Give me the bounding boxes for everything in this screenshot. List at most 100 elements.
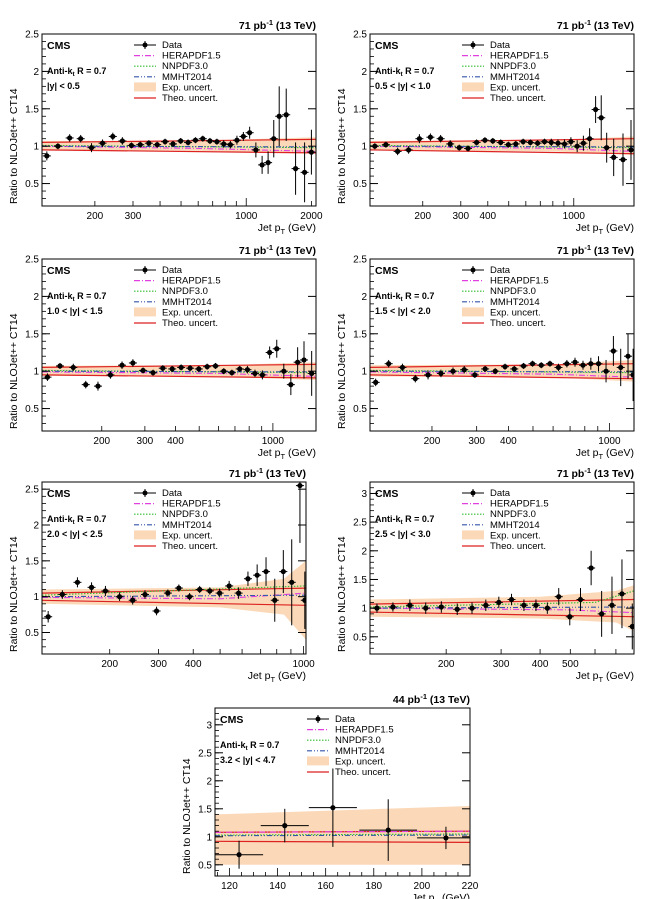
data-marker bbox=[55, 143, 61, 149]
data-point bbox=[426, 133, 435, 141]
data-marker bbox=[240, 133, 246, 140]
data-point bbox=[115, 592, 124, 601]
data-marker bbox=[119, 138, 125, 144]
data-point bbox=[501, 363, 510, 370]
data-marker bbox=[227, 142, 233, 148]
data-marker bbox=[625, 353, 631, 359]
data-point bbox=[152, 606, 161, 616]
data-point bbox=[528, 360, 537, 367]
data-point bbox=[118, 137, 127, 145]
data-marker bbox=[574, 143, 580, 149]
data-marker bbox=[386, 361, 392, 367]
legend-entry: NNPDF3.0 bbox=[462, 286, 536, 297]
data-point bbox=[300, 142, 309, 203]
y-tick-label: 1 bbox=[33, 592, 39, 603]
data-point bbox=[98, 139, 107, 147]
data-marker bbox=[405, 147, 412, 153]
data-point bbox=[594, 356, 603, 372]
x-tick-label: 300 bbox=[137, 436, 154, 447]
x-tick-label: 1000 bbox=[235, 211, 258, 222]
data-marker bbox=[498, 139, 504, 146]
y-axis-title: Ratio to NLOJet++ CT14 bbox=[336, 536, 348, 652]
curve-herapdf15 bbox=[370, 607, 634, 614]
curve-mmht2014 bbox=[370, 145, 634, 148]
data-point bbox=[101, 585, 110, 596]
data-marker bbox=[619, 591, 625, 597]
y-tick-label: 1 bbox=[33, 367, 39, 378]
y-tick-label: 2 bbox=[361, 546, 367, 557]
data-point bbox=[118, 361, 127, 369]
legend-label: Data bbox=[335, 714, 356, 725]
cms-label: CMS bbox=[47, 40, 70, 52]
legend-exp-swatch bbox=[134, 307, 156, 317]
data-point bbox=[219, 140, 228, 148]
data-marker bbox=[454, 606, 460, 612]
data-point bbox=[602, 132, 611, 163]
data-point bbox=[258, 370, 267, 380]
data-point bbox=[168, 140, 177, 147]
data-point bbox=[108, 132, 117, 141]
data-point bbox=[149, 369, 158, 376]
data-marker bbox=[57, 363, 63, 369]
y-tick-label: 0.5 bbox=[25, 628, 39, 639]
legend-label: Theo. uncert. bbox=[162, 541, 218, 552]
legend-exp-swatch bbox=[134, 530, 156, 540]
data-marker bbox=[140, 367, 146, 374]
curve-nnpdf30 bbox=[215, 833, 470, 836]
legend-exp-swatch bbox=[462, 530, 484, 540]
data-marker bbox=[385, 827, 391, 833]
x-tick-label: 200 bbox=[424, 436, 441, 447]
data-point bbox=[547, 138, 556, 147]
plot-area bbox=[42, 339, 316, 396]
legend-exp-swatch bbox=[462, 82, 484, 92]
theo-uncert-lower bbox=[370, 149, 634, 155]
curve-mmht2014 bbox=[42, 370, 316, 373]
legend-entry: Exp. uncert. bbox=[134, 82, 213, 93]
legend-entry: Theo. uncert. bbox=[307, 767, 391, 778]
x-tick-label: 400 bbox=[185, 659, 202, 670]
data-point bbox=[219, 368, 228, 375]
data-point bbox=[576, 588, 585, 611]
legend-label: Data bbox=[162, 265, 183, 276]
data-point bbox=[270, 578, 279, 622]
data-point bbox=[526, 139, 535, 146]
data-marker bbox=[425, 372, 431, 378]
data-marker bbox=[236, 852, 242, 858]
data-marker bbox=[534, 140, 541, 146]
data-marker bbox=[88, 145, 95, 151]
plot-area bbox=[42, 482, 306, 640]
data-marker bbox=[447, 141, 453, 147]
data-marker bbox=[588, 565, 594, 571]
legend-label: Exp. uncert. bbox=[162, 82, 213, 93]
data-point bbox=[417, 826, 470, 850]
legend-entry: NNPDF3.0 bbox=[307, 735, 381, 746]
legend-entry: HERAPDF1.5 bbox=[462, 51, 549, 62]
legend-entry: Data bbox=[307, 714, 356, 725]
data-marker bbox=[572, 359, 578, 365]
data-point bbox=[587, 550, 596, 586]
data-point bbox=[560, 139, 569, 149]
y-axis-title: Ratio to NLOJet++ CT14 bbox=[8, 313, 20, 429]
data-point bbox=[591, 96, 600, 123]
legend-entry: Exp. uncert. bbox=[462, 307, 541, 318]
legend-label: NNPDF3.0 bbox=[162, 509, 208, 520]
y-axis-title: Ratio to NLOJet++ CT14 bbox=[8, 88, 20, 204]
data-marker bbox=[178, 138, 184, 144]
theo-uncert-lower bbox=[215, 840, 470, 843]
data-marker bbox=[496, 599, 502, 606]
legend-entry: Theo. uncert. bbox=[462, 541, 546, 552]
data-point bbox=[177, 364, 186, 371]
data-marker bbox=[472, 372, 478, 378]
legend-entry: Exp. uncert. bbox=[134, 530, 213, 541]
legend-label: HERAPDF1.5 bbox=[162, 499, 221, 510]
data-marker bbox=[620, 157, 626, 163]
data-marker bbox=[44, 374, 51, 380]
algorithm-label: Anti-kt R = 0.7 bbox=[375, 291, 434, 303]
y-tick-label: 2 bbox=[206, 776, 212, 787]
data-point bbox=[578, 360, 587, 370]
cms-label: CMS bbox=[375, 488, 398, 500]
data-point bbox=[519, 138, 528, 145]
